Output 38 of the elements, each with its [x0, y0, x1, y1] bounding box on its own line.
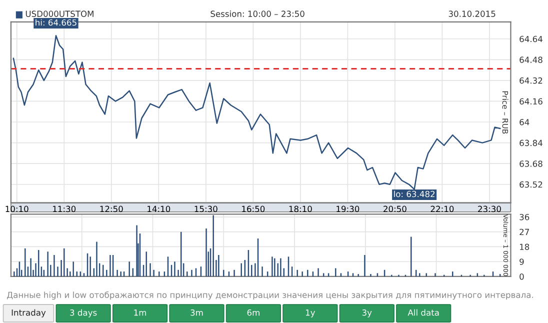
chart-title: USD000UTSTOM — [26, 10, 94, 17]
annotation: hi: 64.665 — [36, 19, 76, 26]
x-tick-label: 11:30 — [53, 206, 76, 212]
y-tick-label: 9 — [520, 258, 524, 265]
y-tick-label: 64.48 — [520, 56, 542, 63]
text: 3 days — [70, 309, 97, 318]
y-tick-label: 18 — [520, 244, 530, 250]
text: Intraday — [12, 309, 46, 318]
x-tick-label: 14:10 — [148, 206, 170, 212]
x-tick-label: 23:30 — [478, 206, 501, 212]
annotation: lo: 63.482 — [394, 190, 435, 198]
y-tick-label: 64.32 — [520, 77, 542, 84]
text: 6m — [247, 309, 260, 316]
y-tick-label: 63.52 — [520, 181, 542, 188]
y-tick-label: 63.84 — [520, 140, 542, 146]
x-tick-label: 10:10 — [6, 206, 28, 212]
y-tick-label: 64.64 — [520, 36, 542, 42]
y-tick-label: 36 — [520, 214, 530, 220]
x-tick-label: 20:50 — [384, 206, 406, 212]
chart-subtitle: Session: 10:00 – 23:50 — [210, 10, 304, 17]
text: All data — [408, 309, 439, 316]
y-tick-label: 0 — [520, 273, 524, 280]
text: 1m — [134, 310, 146, 316]
x-tick-label: 19:30 — [336, 206, 360, 212]
y-tick-label: 64 — [520, 119, 530, 126]
text: 3y — [362, 309, 372, 318]
text: 1y — [306, 310, 316, 318]
x-tick-label: 16:50 — [242, 206, 265, 212]
text: Данные high и low отображаются по принципу демонстрации значения цены закрытия для пятиминутного интервала. — [6, 291, 533, 300]
y-tick-label: 63.68 — [520, 160, 542, 167]
y-tick-label: 64.16 — [520, 98, 542, 105]
x-tick-label: 12:50 — [100, 206, 123, 212]
x-tick-label: 18:10 — [289, 206, 312, 212]
text: 30.10.2015 — [448, 10, 496, 17]
x-tick-label: 15:30 — [194, 206, 218, 212]
text: 3m — [190, 309, 203, 316]
y-tick-label: 27 — [520, 228, 529, 236]
x-tick-label: 22:10 — [430, 206, 454, 212]
